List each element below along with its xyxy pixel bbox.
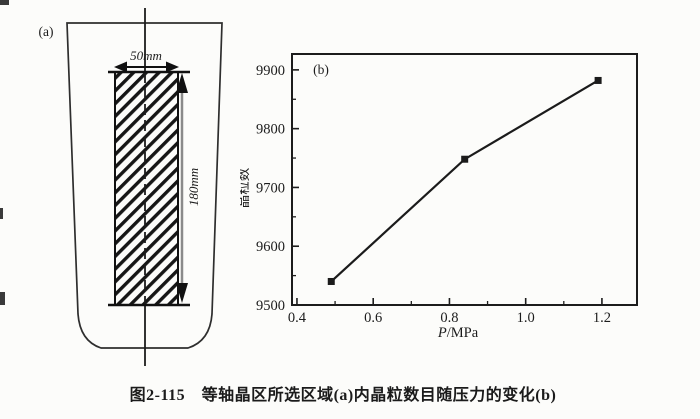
x-tick-label: 0.4: [288, 310, 307, 326]
hatched-sample-region: [114, 71, 179, 306]
height-dimension-label: 180mm: [186, 168, 201, 206]
y-axis-label: 晶粒数: [240, 167, 251, 208]
data-point-marker: [327, 277, 335, 285]
width-arrowhead-right-icon: [166, 61, 179, 73]
width-arrowhead-left-icon: [114, 61, 127, 73]
panel-label-b: (b): [313, 62, 329, 77]
grain-count-vs-pressure-chart: 0.4 0.6 0.8 1.0 1.2 9500 9600 9700 9800 9900 (b) P/…: [240, 53, 638, 341]
mold-diagram: 50mm 180mm (a): [39, 8, 223, 366]
panel-label-a: (a): [39, 24, 54, 39]
x-tick-label: 1.2: [593, 310, 611, 326]
plot-border: [291, 53, 638, 306]
scan-artifact: [0, 208, 3, 219]
height-arrowhead-bottom-icon: [176, 283, 188, 303]
y-tick-label: 9500: [256, 298, 285, 314]
x-tick-label: 1.0: [517, 310, 535, 326]
scan-artifact: [0, 292, 5, 305]
data-point-marker: [594, 76, 602, 84]
x-axis-label: P/MPa: [437, 325, 479, 341]
y-tick-label: 9600: [256, 239, 285, 255]
series-line: [330, 79, 599, 283]
y-tick-label: 9700: [256, 180, 285, 196]
y-tick-label: 9900: [256, 63, 285, 79]
data-point-marker: [461, 155, 469, 163]
mold-outline: [66, 22, 223, 349]
x-tick-label: 0.6: [364, 310, 382, 326]
figure-caption: 图2-115 等轴晶区所选区域(a)内晶粒数目随压力的变化(b): [129, 387, 557, 404]
scan-artifact: [0, 0, 9, 5]
x-tick-label: 0.8: [440, 310, 458, 326]
height-arrowhead-top-icon: [176, 73, 188, 93]
width-dimension-label: 50mm: [130, 48, 162, 63]
y-tick-label: 9800: [256, 122, 285, 138]
